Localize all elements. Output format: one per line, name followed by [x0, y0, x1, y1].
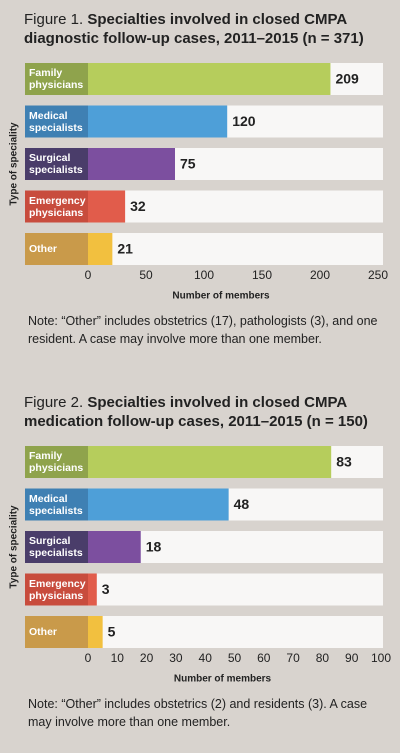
title-text: Specialties involved in closed CMPA diag… — [24, 11, 364, 47]
bar — [88, 63, 331, 95]
x-tick-label: 30 — [169, 651, 183, 665]
y-axis-label: Type of speciality — [9, 122, 20, 206]
x-tick-label: 100 — [371, 651, 391, 665]
category-label: Emergency physicians — [29, 577, 86, 602]
value-label: 120 — [232, 113, 256, 129]
figure-label: Figure 2. — [24, 394, 84, 411]
value-label: 3 — [102, 581, 110, 597]
category-box — [25, 105, 88, 138]
value-label: 32 — [130, 198, 146, 214]
category-label: Emergency physicians — [29, 194, 86, 219]
y-axis-label: Type of speciality — [9, 505, 20, 589]
x-axis-label: Number of members — [174, 674, 272, 685]
category-box — [25, 573, 88, 606]
category-label-box: Surgical specialists — [29, 152, 83, 176]
value-label: 209 — [335, 71, 359, 87]
x-tick-label: 50 — [228, 651, 242, 665]
category-box — [25, 531, 88, 563]
value-label: 83 — [336, 454, 352, 470]
category-label-box: Medical specialists — [29, 492, 83, 517]
category-label-box: Family physicians — [29, 67, 84, 91]
category-box — [25, 233, 88, 265]
category-label-box: Other — [29, 243, 58, 255]
category-box — [25, 488, 88, 521]
category-box — [25, 190, 88, 223]
x-tick-label: 10 — [111, 651, 125, 665]
chart: Family physicians 209 Medical specialists 1… — [9, 63, 388, 302]
figure-label: Figure 1. — [24, 11, 84, 28]
bar — [88, 190, 126, 223]
category-box — [25, 63, 88, 95]
note: Note: “Other” includes obstetrics (17), … — [28, 314, 378, 346]
x-tick-label: 70 — [286, 651, 300, 665]
bar — [88, 148, 175, 180]
category-label: Other — [29, 243, 58, 255]
bar — [88, 105, 228, 138]
category-label-box: Family physicians — [29, 450, 84, 474]
category-label-box: Emergency physicians — [29, 194, 86, 219]
x-tick-label: 100 — [194, 268, 214, 282]
chart-title: Figure 2. Specialties involved in closed… — [24, 393, 389, 431]
category-label: Medical specialists — [29, 492, 83, 517]
x-tick-label: 80 — [316, 651, 330, 665]
x-tick-label: 0 — [85, 268, 92, 282]
category-label-box: Medical specialists — [29, 109, 83, 134]
bar — [88, 233, 113, 265]
x-tick-label: 50 — [139, 268, 153, 282]
category-label: Surgical specialists — [29, 535, 83, 559]
value-label: 5 — [108, 624, 116, 640]
category-label-box: Surgical specialists — [29, 535, 83, 559]
bar — [88, 488, 229, 521]
chart: Family physicians 83 Medical specialists 48… — [9, 446, 391, 685]
x-tick-label: 250 — [368, 268, 388, 282]
category-label: Surgical specialists — [29, 152, 83, 176]
category-label-box: Emergency physicians — [29, 577, 86, 602]
chart-title: Figure 1. Specialties involved in closed… — [24, 10, 389, 48]
x-axis-label: Number of members — [172, 291, 270, 302]
bar — [88, 573, 97, 606]
note: Note: “Other” includes obstetrics (2) an… — [28, 697, 368, 729]
value-label: 48 — [234, 496, 250, 512]
bar — [88, 446, 332, 478]
category-label-box: Other — [29, 626, 58, 638]
category-label: Medical specialists — [29, 109, 83, 134]
value-label: 21 — [117, 241, 133, 257]
x-tick-label: 40 — [199, 651, 213, 665]
category-label: Family physicians — [29, 450, 84, 474]
x-tick-label: 200 — [310, 268, 330, 282]
x-tick-label: 20 — [140, 651, 154, 665]
category-label: Family physicians — [29, 67, 84, 91]
category-box — [25, 446, 88, 478]
category-box — [25, 148, 88, 180]
value-label: 18 — [146, 539, 162, 555]
category-box — [25, 616, 88, 648]
bar — [88, 531, 141, 563]
category-label: Other — [29, 626, 58, 638]
x-tick-label: 150 — [252, 268, 272, 282]
figure: Figure 1. Specialties involved in closed… — [0, 0, 400, 370]
x-tick-label: 90 — [345, 651, 359, 665]
figure: Figure 2. Specialties involved in closed… — [0, 383, 400, 753]
value-label: 75 — [180, 156, 196, 172]
x-tick-label: 60 — [257, 651, 271, 665]
bar — [88, 616, 103, 648]
x-tick-label: 0 — [85, 651, 92, 665]
title-text: Specialties involved in closed CMPA medi… — [24, 394, 368, 430]
